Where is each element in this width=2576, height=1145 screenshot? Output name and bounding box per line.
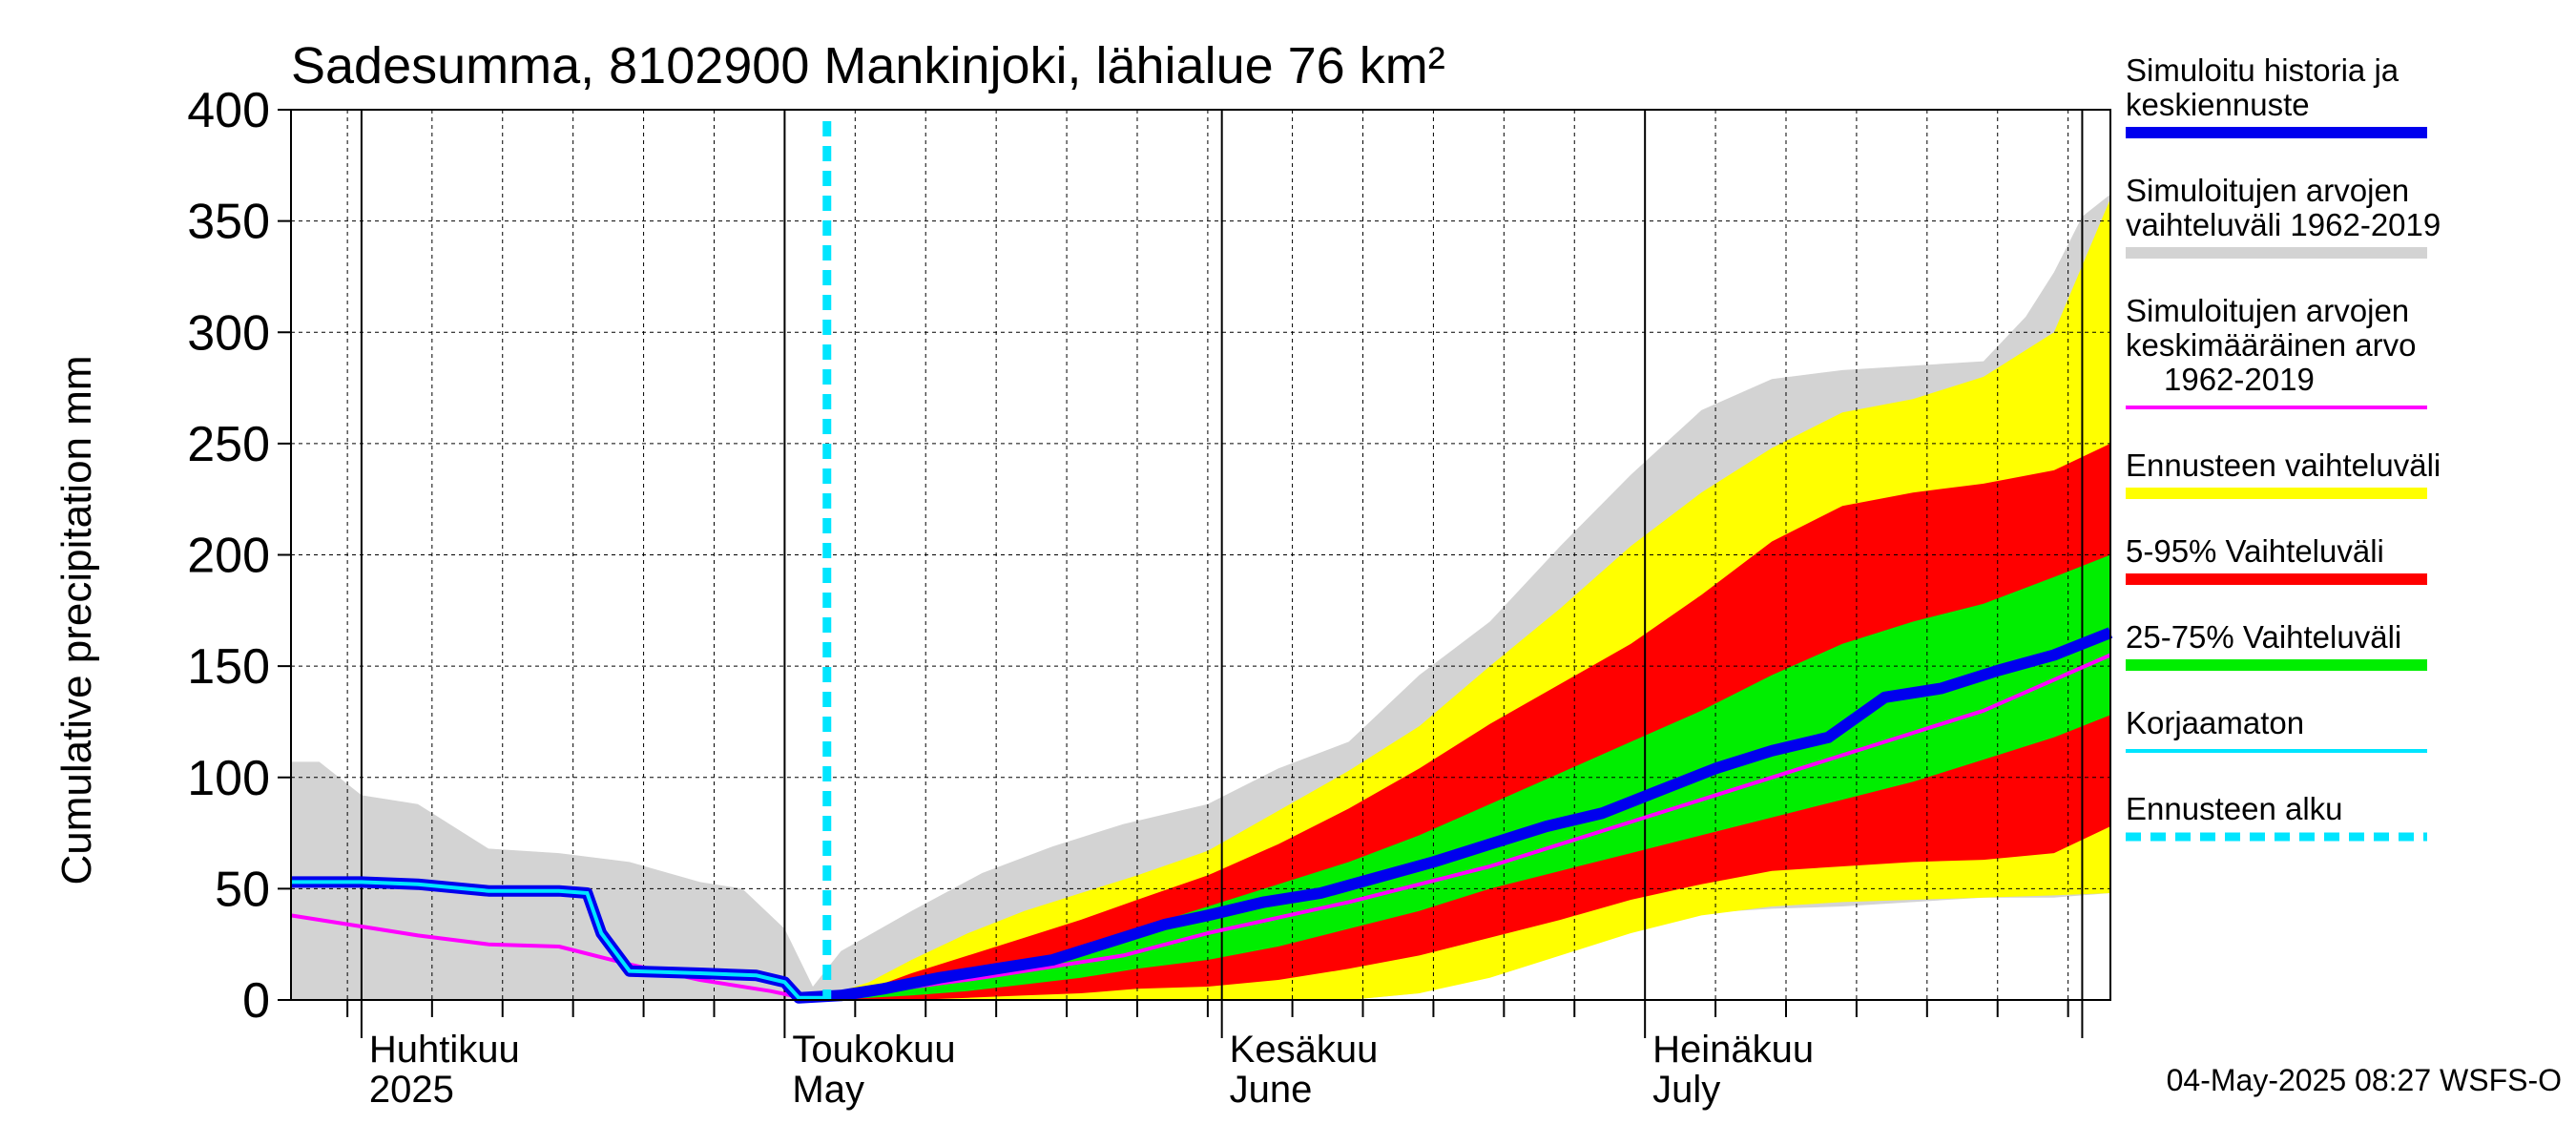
y-tick-label: 150 (187, 639, 270, 695)
month-label-fi: Huhtikuu (369, 1029, 520, 1071)
legend-label: Ennusteen vaihteluväli (2126, 448, 2441, 483)
chart-title: Sadesumma, 8102900 Mankinjoki, lähialue … (291, 37, 1445, 94)
month-label-en: June (1230, 1069, 1313, 1111)
legend-label: Ennusteen alku (2126, 791, 2343, 826)
legend-label: Simuloitujen arvojen (2126, 173, 2409, 208)
y-tick-label: 300 (187, 305, 270, 361)
month-label-fi: Heinäkuu (1652, 1029, 1814, 1071)
y-tick-label: 200 (187, 529, 270, 584)
history-highlight-line (291, 880, 827, 1000)
legend-label: Simuloitu historia ja (2126, 52, 2399, 88)
legend-label: Korjaamaton (2126, 705, 2304, 740)
legend-label: Simuloitujen arvojen (2126, 293, 2409, 328)
month-label-fi: Toukokuu (792, 1029, 955, 1071)
band-3 (826, 443, 2110, 1000)
band-4 (826, 554, 2110, 1000)
legend-label: keskiennuste (2126, 87, 2310, 122)
footer-timestamp: 04-May-2025 08:27 WSFS-O (2167, 1063, 2562, 1097)
y-tick-label: 50 (215, 862, 270, 917)
legend-label: keskimääräinen arvo (2126, 327, 2416, 363)
legend-label: vaihteluväli 1962-2019 (2126, 207, 2441, 242)
y-tick-label: 250 (187, 417, 270, 472)
y-tick-label: 350 (187, 195, 270, 250)
y-tick-label: 0 (242, 973, 270, 1029)
legend-label: 25-75% Vaihteluväli (2126, 619, 2401, 655)
month-label-fi: Kesäkuu (1230, 1029, 1379, 1071)
y-tick-label: 400 (187, 83, 270, 138)
y-tick-label: 100 (187, 751, 270, 806)
month-label-en: 2025 (369, 1069, 454, 1111)
month-label-en: July (1652, 1069, 1720, 1111)
month-label-en: May (792, 1069, 864, 1111)
legend-label: 1962-2019 (2164, 362, 2315, 397)
y-axis-label: Cumulative precipitation mm (53, 355, 100, 885)
legend-label: 5-95% Vaihteluväli (2126, 533, 2384, 569)
